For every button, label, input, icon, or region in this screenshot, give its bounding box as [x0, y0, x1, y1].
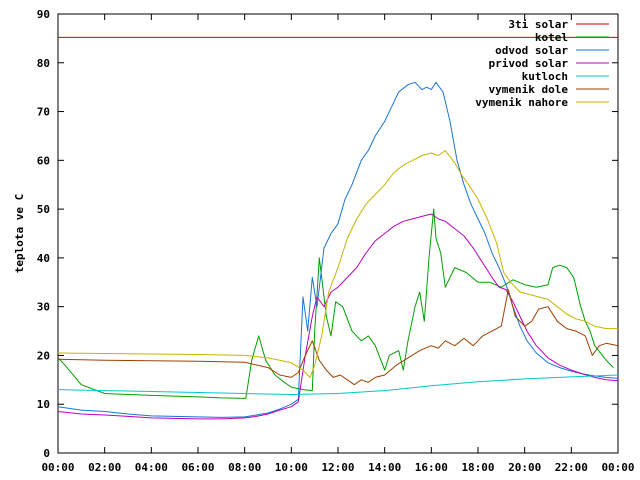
series-line-privod-solar	[57, 213, 619, 420]
y-axis-label: teplota ve C	[13, 194, 26, 273]
y-axis: 0 10 20 30 40 50 60 70 80 90	[37, 8, 618, 460]
series-line-odvod-solar	[57, 81, 619, 418]
y-tick-label: 10	[37, 398, 50, 411]
x-tick-label: 22:00	[555, 461, 588, 474]
x-tick-label: 10:00	[275, 461, 308, 474]
x-tick-label: 06:00	[181, 461, 214, 474]
y-tick-label: 0	[43, 447, 50, 460]
legend-label: kutloch	[522, 70, 568, 83]
series-line-kotel	[57, 208, 614, 399]
y-tick-label: 20	[37, 349, 50, 362]
x-tick-label: 08:00	[228, 461, 261, 474]
legend-label: vymenik dole	[489, 83, 569, 96]
x-tick-label: 16:00	[415, 461, 448, 474]
legend-label: 3ti solar	[508, 18, 568, 31]
x-tick-label: 20:00	[508, 461, 541, 474]
legend-label: privod solar	[489, 57, 569, 70]
x-tick-label: 04:00	[135, 461, 168, 474]
legend-label: odvod solar	[495, 44, 568, 57]
x-tick-label: 14:00	[368, 461, 401, 474]
y-tick-label: 60	[37, 154, 50, 167]
x-tick-label: 00:00	[601, 461, 634, 474]
series-line-vymenik-nahore	[57, 150, 618, 378]
x-tick-label: 00:00	[41, 461, 74, 474]
series-lines	[57, 36, 619, 420]
legend-label: vymenik nahore	[475, 96, 568, 109]
y-tick-label: 90	[37, 8, 50, 21]
legend-label: kotel	[535, 31, 568, 44]
y-tick-label: 30	[37, 301, 50, 314]
y-tick-label: 50	[37, 203, 50, 216]
y-tick-label: 70	[37, 106, 50, 119]
x-tick-label: 12:00	[321, 461, 354, 474]
series-line-kutloch	[57, 374, 619, 395]
x-tick-label: 18:00	[461, 461, 494, 474]
x-tick-label: 02:00	[88, 461, 121, 474]
series-line-vymenik-dole	[57, 289, 619, 386]
x-axis: 00:00 02:00 04:00 06:00 08:00 10:00 12:00 14:00…	[41, 14, 635, 474]
y-tick-label: 40	[37, 252, 50, 265]
y-tick-label: 80	[37, 57, 50, 70]
